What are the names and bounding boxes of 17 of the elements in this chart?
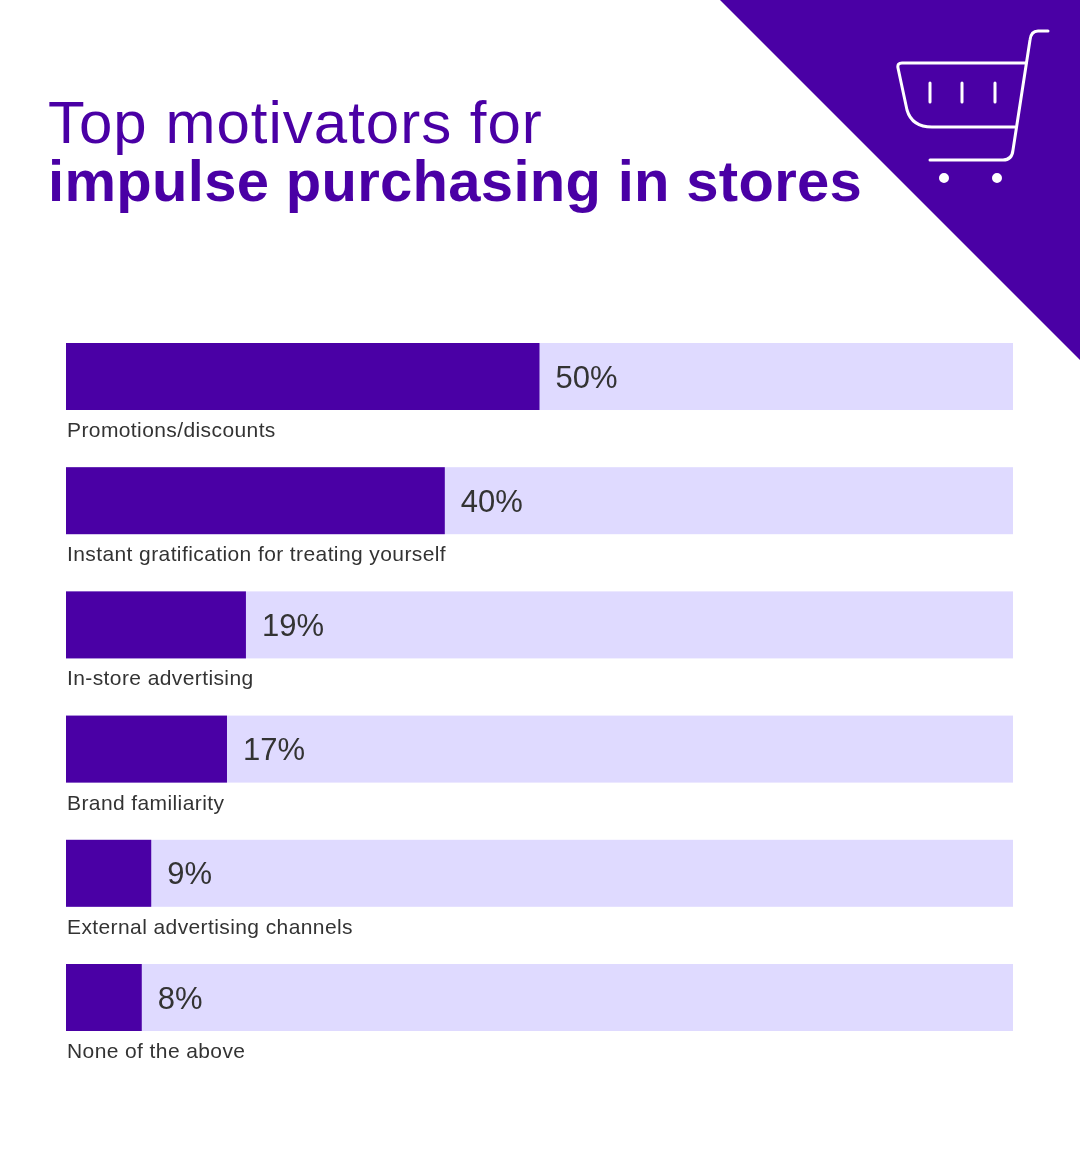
bar [66, 839, 152, 907]
chart-title: Top motivators for impulse purchasing in stores [48, 89, 863, 213]
y-tick-label: In-store advertising [67, 666, 254, 690]
y-tick-label: Brand familiarity [67, 790, 225, 814]
y-tick-label: None of the above [67, 1039, 246, 1062]
data-label: 19% [261, 607, 324, 643]
data-label: 40% [460, 483, 523, 519]
bar [66, 715, 227, 783]
bar [66, 591, 246, 659]
y-tick-label: Instant gratification for treating yourself [67, 542, 447, 566]
data-label: 50% [555, 359, 618, 395]
data-label: 8% [157, 980, 203, 1016]
data-label: 9% [167, 856, 213, 892]
y-tick-label: External advertising channels [67, 914, 353, 938]
data-label: 17% [242, 732, 306, 768]
bar [66, 964, 142, 1031]
y-tick-label: Promotions/discounts [67, 418, 276, 441]
